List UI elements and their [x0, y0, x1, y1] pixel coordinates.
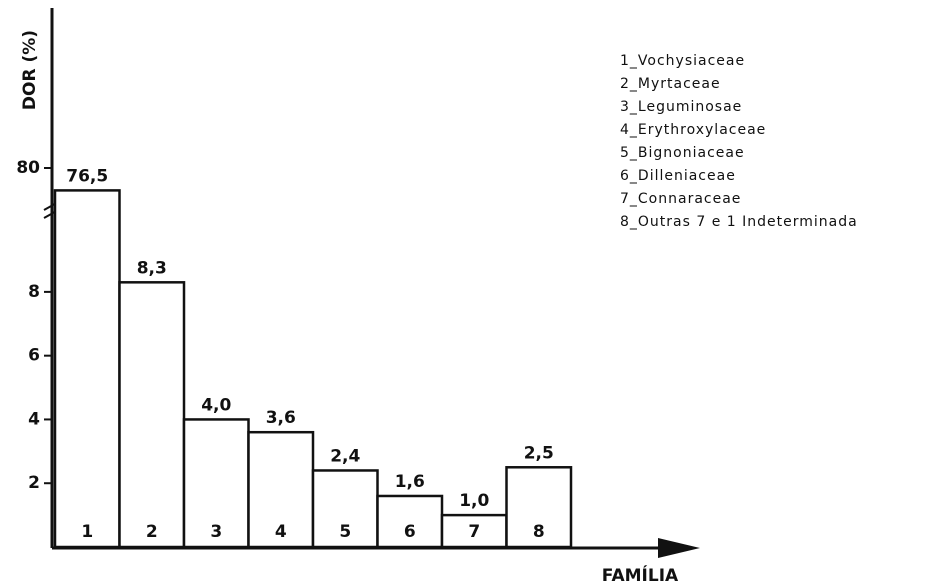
bar — [505, 466, 573, 549]
y-tick-label: 2 — [28, 473, 40, 493]
legend-entry: 1_Vochysiaceae — [620, 53, 745, 69]
value-label: 76,5 — [66, 166, 108, 186]
bar — [53, 189, 121, 549]
bar — [118, 281, 186, 549]
y-tick-label: 4 — [28, 409, 40, 429]
axis-arrow — [658, 538, 700, 558]
bar — [247, 430, 315, 549]
category-label: 4 — [275, 522, 287, 542]
value-label: 8,3 — [137, 258, 167, 278]
category-label: 3 — [210, 522, 222, 542]
bar — [376, 494, 444, 549]
legend-entry: 4_Erythroxylaceae — [620, 122, 766, 138]
legend-entry: 2_Myrtaceae — [620, 76, 721, 92]
value-label: 4,0 — [201, 395, 231, 415]
bar — [311, 469, 379, 549]
value-label: 3,6 — [266, 408, 296, 428]
category-label: 6 — [404, 522, 416, 542]
category-label: 5 — [339, 522, 351, 542]
category-label: 8 — [533, 522, 545, 542]
legend-entry: 3_Leguminosae — [620, 99, 742, 115]
x-axis-label: FAMÍLIA — [602, 564, 679, 586]
value-label: 2,5 — [524, 443, 554, 463]
category-label: 2 — [146, 522, 158, 542]
value-label: 1,6 — [395, 472, 425, 492]
bar — [440, 513, 508, 549]
category-label: 7 — [468, 522, 480, 542]
legend-entry: 5_Bignoniaceae — [620, 145, 745, 161]
legend-entry: 6_Dilleniaceae — [620, 168, 736, 184]
legend-entry: 7_Connaraceae — [620, 191, 741, 207]
legend-entry: 8_Outras 7 e 1 Indeterminada — [620, 214, 858, 230]
y-tick-label: 8 — [28, 282, 40, 302]
y-tick-label: 80 — [16, 158, 40, 178]
category-label: 1 — [81, 522, 93, 542]
y-tick-label: 6 — [28, 346, 40, 366]
value-label: 2,4 — [330, 446, 360, 466]
y-axis-label: DOR (%) — [20, 30, 40, 110]
value-label: 1,0 — [459, 491, 489, 511]
